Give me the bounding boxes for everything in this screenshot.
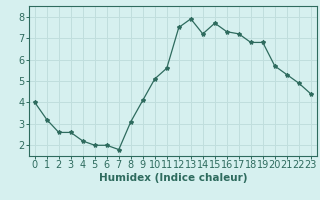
- X-axis label: Humidex (Indice chaleur): Humidex (Indice chaleur): [99, 173, 247, 183]
